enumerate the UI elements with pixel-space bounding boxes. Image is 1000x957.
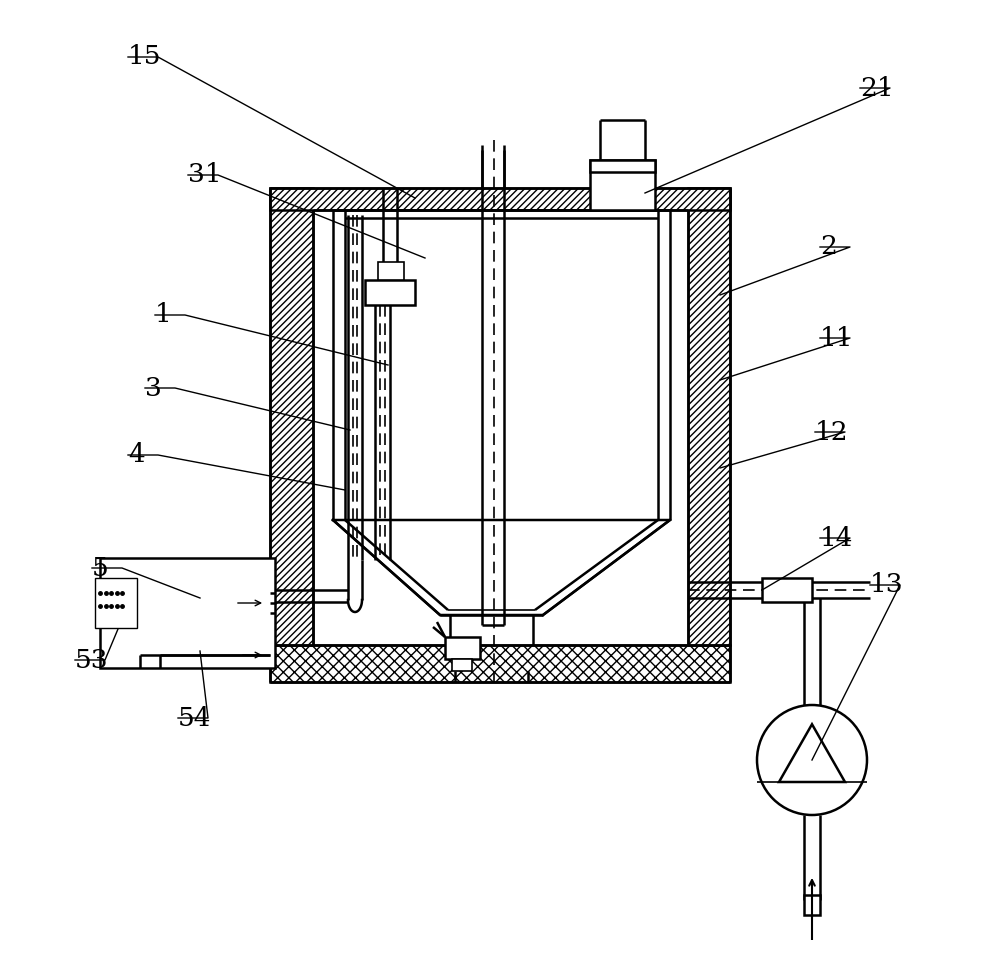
Bar [590,160,655,172]
Bar [804,895,820,915]
Bar [365,280,415,305]
Polygon shape [779,724,845,782]
Text: 15: 15 [128,44,162,70]
Bar [590,160,655,210]
Text: 1: 1 [155,302,172,327]
Text: 3: 3 [145,375,162,400]
Bar [270,188,730,210]
Bar [688,188,730,645]
Text: 53: 53 [75,648,109,673]
Bar [762,578,812,602]
Text: 5: 5 [92,555,109,581]
Text: 31: 31 [188,163,222,188]
Bar [452,659,472,671]
Text: 12: 12 [815,419,849,444]
Text: 2: 2 [820,234,837,259]
Bar [378,262,404,280]
Text: 13: 13 [870,572,904,597]
Text: 54: 54 [178,705,212,730]
Text: 21: 21 [860,76,894,100]
Text: 11: 11 [820,325,854,350]
Bar [100,558,275,668]
Text: 4: 4 [128,442,145,468]
Polygon shape [333,520,670,615]
Bar [270,645,730,682]
Bar [95,578,137,628]
Bar [445,637,480,659]
Text: 14: 14 [820,525,854,550]
Bar [270,188,313,645]
